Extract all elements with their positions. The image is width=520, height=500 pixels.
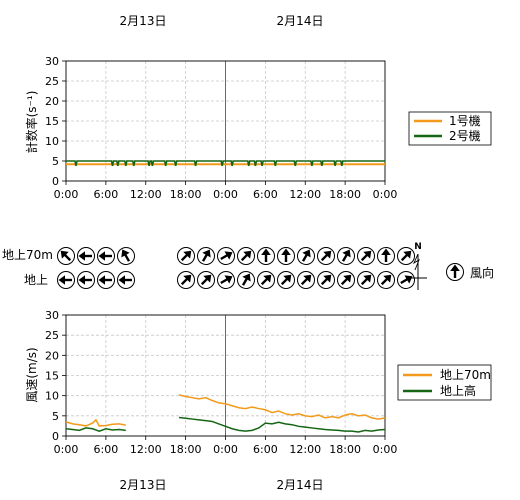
date-label-bottom-1: 2月13日	[120, 478, 167, 492]
wind-arrow-ground-icon	[177, 271, 195, 289]
count-rate-y-tick-label: 20	[45, 95, 59, 108]
count-rate-x-tick-label: 18:00	[329, 188, 361, 201]
count-rate-y-tick-label: 5	[52, 155, 59, 168]
wind-speed-x-tick-label: 18:00	[170, 443, 202, 456]
wind-speed-x-tick-label: 0:00	[213, 443, 238, 456]
count-rate-x-tick-label: 0:00	[373, 188, 398, 201]
wind-arrow-70m-icon	[277, 247, 295, 265]
count-rate-chart: 0 5 10 15 20 25 30 0:00 6:00 12:00 18:00 0:00 6:00 12…	[45, 55, 397, 201]
wind-arrow-ground-icon	[297, 271, 315, 289]
wind-speed-x-tick-label: 0:00	[54, 443, 79, 456]
series-unit2-line	[66, 160, 385, 166]
wind-speed-y-tick-label: 0	[52, 430, 59, 443]
count-rate-y-axis-label: 計数率(s⁻¹)	[24, 91, 39, 154]
wind-arrow-ground-icon	[97, 271, 115, 289]
wind-arrow-ground-icon	[357, 271, 375, 289]
legend-label-70m: 地上70m	[440, 368, 491, 382]
wind-arrow-ground-icon	[257, 271, 275, 289]
wind-speed-y-tick-label: 5	[52, 410, 59, 423]
wind-speed-legend: 地上70m 地上高	[397, 364, 492, 401]
wind-arrow-ground-icon	[337, 271, 355, 289]
wind-direction-legend: 風向	[446, 263, 494, 281]
count-rate-y-tick-label: 10	[45, 135, 59, 148]
wind-speed-y-tick-label: 20	[45, 349, 59, 362]
count-rate-x-tick-label: 0:00	[213, 188, 238, 201]
count-rate-y-tick-label: 30	[45, 55, 59, 68]
wind-arrow-ground-icon	[237, 271, 255, 289]
wind-arrow-70m-icon	[97, 247, 115, 265]
wind-arrow-70m-icon	[77, 247, 95, 265]
wind-speed-x-tick-label: 18:00	[329, 443, 361, 456]
count-rate-x-tick-label: 6:00	[94, 188, 119, 201]
wind-row-label-ground: 地上	[24, 273, 48, 287]
count-rate-x-tick-label: 18:00	[170, 188, 202, 201]
series-70m-line	[178, 394, 386, 420]
count-rate-x-tick-label: 6:00	[253, 188, 278, 201]
wind-speed-x-tick-label: 12:00	[130, 443, 162, 456]
wind-arrow-ground-icon	[117, 271, 135, 289]
arrow-up-circle-icon	[446, 263, 464, 281]
wind-speed-y-tick-label: 15	[45, 370, 59, 383]
wind-arrow-ground-icon	[57, 271, 75, 289]
wind-arrow-70m-icon	[237, 247, 255, 265]
wind-arrow-70m-icon	[117, 247, 135, 265]
count-rate-y-tick-label: 25	[45, 75, 59, 88]
wind-arrow-70m-icon	[357, 247, 375, 265]
wind-arrow-ground-icon	[377, 271, 395, 289]
wind-speed-x-tick-label: 0:00	[373, 443, 398, 456]
wind-arrow-70m-icon	[377, 247, 395, 265]
legend-label-ground: 地上高	[440, 383, 476, 398]
date-label-top-2: 2月14日	[277, 14, 324, 28]
date-label-bottom-2: 2月14日	[277, 478, 324, 492]
count-rate-y-tick-label: 15	[45, 115, 59, 128]
arrow-up-circle-icon	[446, 263, 464, 281]
wind-speed-y-tick-label: 30	[45, 309, 59, 322]
wind-arrow-ground-icon	[317, 271, 335, 289]
wind-direction-legend-label: 風向	[470, 265, 494, 280]
wind-arrow-70m-icon	[297, 247, 315, 265]
count-rate-plot-frame	[65, 60, 386, 182]
wind-arrow-ground-icon	[397, 271, 415, 289]
wind-arrow-70m-icon	[317, 247, 335, 265]
count-rate-x-tick-label: 12:00	[289, 188, 321, 201]
wind-arrow-70m-icon	[197, 247, 215, 265]
wind-row-label-upper: 地上70m	[2, 248, 53, 262]
wind-arrow-70m-icon	[257, 247, 275, 265]
wind-speed-y-tick-label: 10	[45, 390, 59, 403]
wind-arrow-70m-icon	[337, 247, 355, 265]
wind-speed-chart: 0 5 10 15 20 25 30 0:00 6:00 12:00 18:00 0:00 6:00 12…	[45, 309, 397, 456]
wind-arrow-ground-icon	[277, 271, 295, 289]
wind-speed-y-tick-label: 25	[45, 329, 59, 342]
wind-arrow-ground-icon	[77, 271, 95, 289]
series-70m-line	[65, 418, 126, 427]
wind-direction-rows	[57, 247, 415, 289]
wind-arrow-70m-icon	[217, 247, 235, 265]
legend-label-unit1: 1号機	[449, 113, 481, 128]
compass-n-label: N	[414, 242, 422, 252]
wind-speed-x-tick-label: 6:00	[253, 443, 278, 456]
wind-arrow-70m-icon	[397, 247, 415, 265]
count-rate-legend: 1号機 2号機	[408, 111, 492, 146]
series-ground-line	[178, 416, 386, 433]
legend-label-unit2: 2号機	[449, 128, 481, 143]
wind-arrow-ground-icon	[217, 271, 235, 289]
wind-speed-x-tick-label: 6:00	[94, 443, 119, 456]
wind-speed-plot-frame	[65, 314, 386, 437]
wind-arrow-70m-icon	[177, 247, 195, 265]
wind-arrow-70m-icon	[57, 247, 75, 265]
wind-speed-x-tick-label: 12:00	[289, 443, 321, 456]
compass-north-icon: N	[410, 242, 427, 290]
wind-speed-y-axis-label: 風速(m/s)	[25, 347, 39, 402]
series-ground-line	[65, 427, 126, 432]
wind-arrow-ground-icon	[197, 271, 215, 289]
date-label-top-1: 2月13日	[120, 14, 167, 28]
count-rate-y-tick-label: 0	[52, 175, 59, 188]
count-rate-x-tick-label: 12:00	[130, 188, 162, 201]
count-rate-x-tick-label: 0:00	[54, 188, 79, 201]
